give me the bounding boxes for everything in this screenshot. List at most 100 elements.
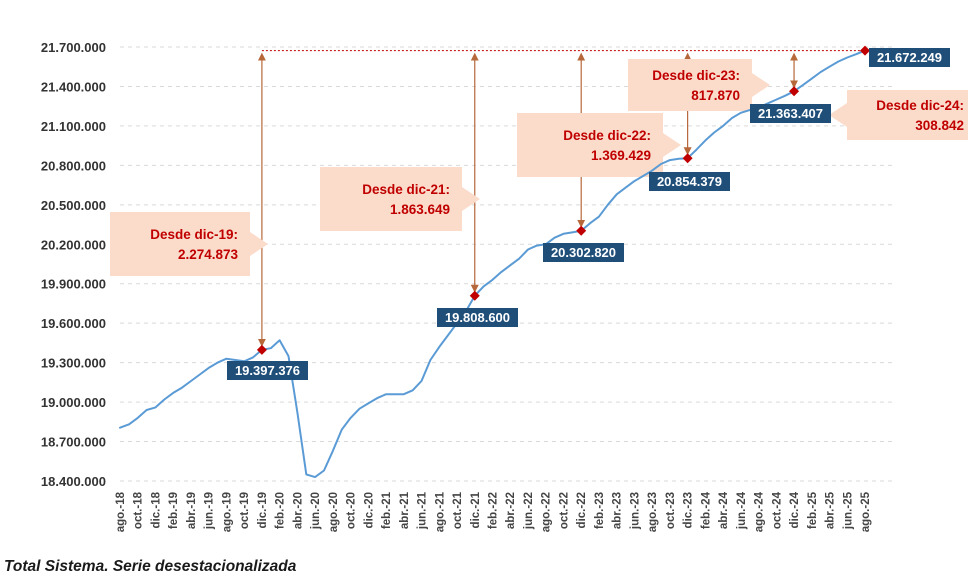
value-label-text: 19.397.376 [235,363,300,378]
value-label-text: 19.808.600 [445,310,510,325]
callout-title: Desde dic-23: [652,68,740,83]
x-tick-label: ago.-23 [647,492,659,532]
value-label-box [227,361,308,380]
x-tick-label: ago.-20 [328,492,340,532]
callout-box [829,90,968,140]
x-tick-label: oct.-18 [133,491,145,529]
x-tick-label: feb.-19 [168,492,180,529]
callout-box [320,167,480,231]
x-tick-label: oct.-19 [239,492,251,529]
x-tick-label: abr.-24 [718,491,730,529]
x-tick-label: jun.-21 [417,491,429,530]
callout-value: 308.842 [915,118,964,133]
value-label-box [649,172,730,191]
y-axis-tick-labels: 18.400.000 18.700.000 19.000.000 19.300.000… [41,40,106,489]
employment-line-chart: 18.400.000 18.700.000 19.000.000 19.300.000… [41,40,968,532]
callout-box [628,59,770,111]
x-tick-label: dic.-21 [470,491,482,528]
x-tick-label: jun.-20 [310,492,322,530]
y-tick-label: 19.300.000 [41,356,106,371]
callout: Desde dic-22: 1.369.429 [517,113,681,177]
x-tick-label: dic.-20 [363,492,375,528]
y-tick-label: 19.900.000 [41,277,106,292]
value-label-text: 21.363.407 [758,106,823,121]
x-tick-label: abr.-19 [186,492,198,529]
y-tick-label: 18.700.000 [41,435,106,450]
highlight-marker [469,290,480,301]
callout-title: Desde dic-21: [362,182,450,197]
x-tick-label: oct.-21 [452,491,464,529]
value-label-box [543,243,624,262]
x-tick-label: ago.-22 [541,492,553,532]
x-tick-label: ago.-19 [221,492,233,532]
x-tick-label: oct.-23 [665,492,677,529]
highlight-marker [256,344,267,355]
y-tick-label: 20.200.000 [41,237,106,252]
y-tick-label: 21.100.000 [41,119,106,134]
value-label: 21.672.249 [869,48,950,67]
callout: Desde dic-19: 2.274.873 [110,212,268,276]
x-tick-label: oct.-22 [558,492,570,529]
x-tick-label: oct.-24 [771,491,783,529]
callout-value: 817.870 [691,88,740,103]
value-label-text: 21.672.249 [877,50,942,65]
x-tick-label: jun.-23 [629,492,641,530]
x-tick-label: ago.-21 [434,491,446,532]
x-tick-label: ago.-25 [860,491,872,532]
x-tick-label: dic.-22 [576,492,588,528]
callout-box [517,113,681,177]
callout: Desde dic-21: 1.863.649 [320,167,480,231]
highlight-marker [789,86,800,97]
y-tick-label: 19.000.000 [41,395,106,410]
value-label: 19.397.376 [227,361,308,380]
callout-value: 1.863.649 [390,202,450,217]
y-tick-label: 20.800.000 [41,158,106,173]
x-tick-label: feb.-20 [275,492,287,529]
x-tick-label: feb.-23 [594,492,606,529]
value-label: 19.808.600 [437,308,518,327]
y-tick-label: 19.600.000 [41,316,106,331]
x-tick-label: dic.-19 [257,492,269,528]
x-tick-label: dic.-18 [150,491,162,528]
y-tick-label: 20.500.000 [41,198,106,213]
callout-box [110,212,268,276]
x-tick-label: feb.-25 [807,491,819,529]
callout-value: 2.274.873 [178,247,239,262]
x-tick-label: jun.-24 [736,491,748,530]
x-tick-label: jun.-19 [204,492,216,530]
y-tick-label: 21.700.000 [41,40,106,55]
x-tick-label: abr.-23 [612,492,624,529]
callout-title: Desde dic-24: [876,98,964,113]
x-tick-label: oct.-20 [346,492,358,529]
x-tick-label: abr.-22 [505,492,517,529]
x-tick-label: ago.-24 [754,491,766,532]
chart-caption: Total Sistema. Serie desestacionalizada [4,558,297,575]
x-tick-label: abr.-21 [399,491,411,529]
y-tick-label: 21.400.000 [41,79,106,94]
value-label: 20.302.820 [543,243,624,262]
x-tick-label: dic.-24 [789,491,801,528]
highlight-markers [256,45,870,355]
x-tick-label: feb.-24 [700,491,712,529]
callout-title: Desde dic-19: [150,227,238,242]
highlight-marker [682,153,693,164]
highlight-marker [576,225,587,236]
callout-value: 1.369.429 [591,148,651,163]
x-tick-label: feb.-22 [488,492,500,529]
value-label-text: 20.302.820 [551,245,616,260]
value-labels: 19.397.376 19.808.600 20.302.820 20.854.379… [227,48,950,380]
highlight-marker [860,45,870,56]
value-label-box [437,308,518,327]
x-tick-label: feb.-21 [381,491,393,529]
x-tick-label: dic.-23 [683,492,695,528]
value-label-box [869,48,950,67]
value-label-box [750,104,831,123]
callout-title: Desde dic-22: [563,128,651,143]
x-tick-label: abr.-20 [292,492,304,529]
callout: Desde dic-23: 817.870 [628,59,770,111]
x-tick-label: jun.-22 [523,492,535,530]
callout: Desde dic-24: 308.842 [829,90,968,140]
callouts: Desde dic-19: 2.274.873 Desde dic-21: 1.863… [110,59,968,276]
value-label: 21.363.407 [750,104,831,123]
value-label: 20.854.379 [649,172,730,191]
